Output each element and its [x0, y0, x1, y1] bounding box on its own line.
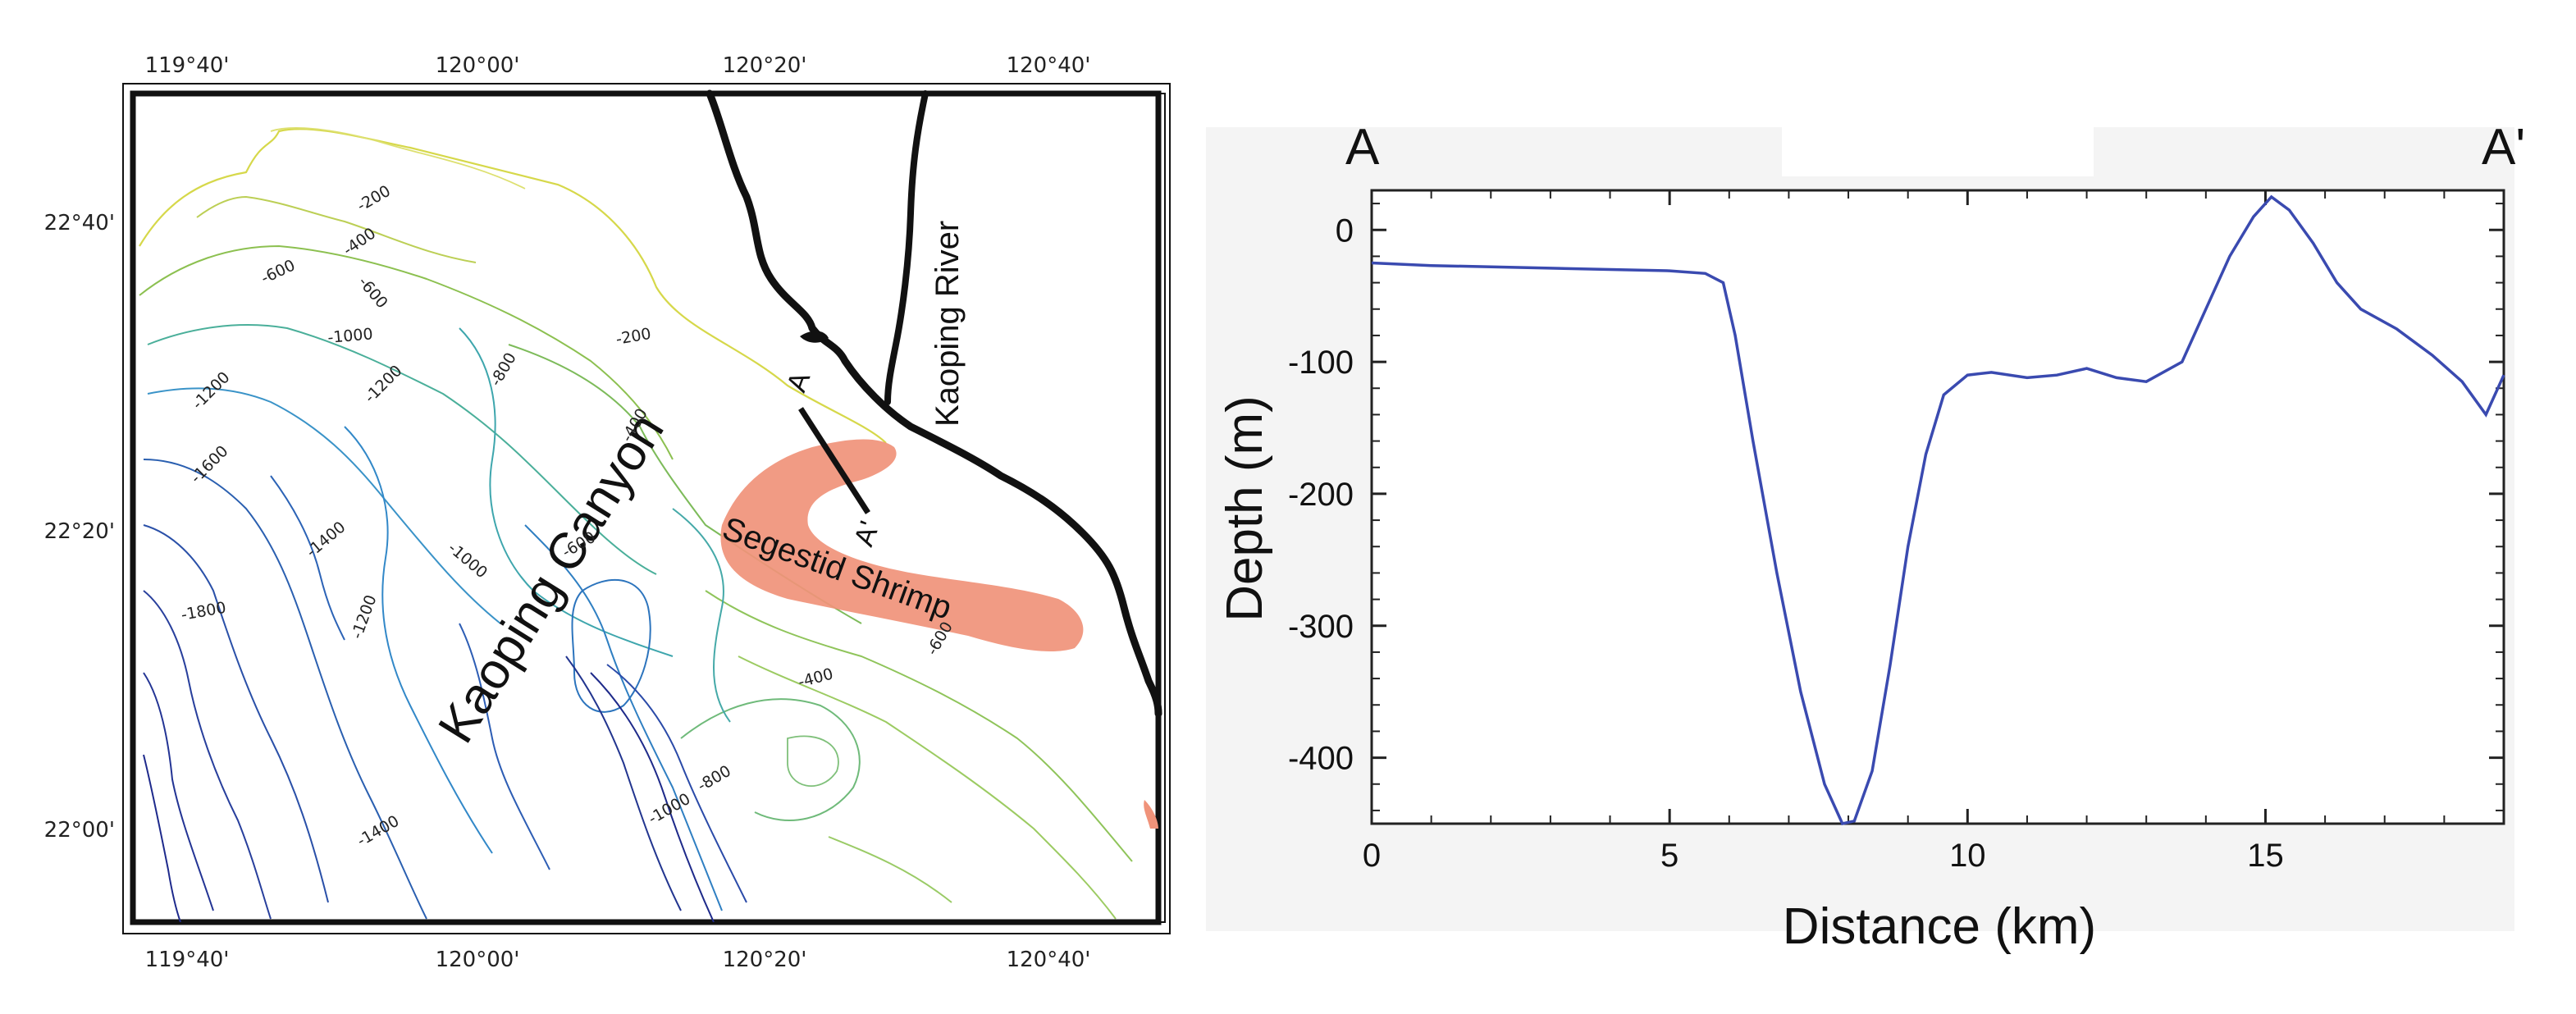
shrimp-habitat-area: [720, 439, 1084, 652]
y-axis-title: Depth (m): [1217, 395, 1273, 622]
contour-label: -1000: [327, 325, 374, 347]
lon-tick-bottom: 120°20': [723, 948, 807, 972]
lon-tick-bottom: 120°00': [436, 948, 520, 972]
transect-line: [798, 407, 870, 514]
depth-contours: [139, 127, 1133, 922]
lat-tick: 22°00': [44, 818, 115, 843]
y-tick-label: 0: [1336, 212, 1354, 249]
lat-tick: 22°40': [44, 211, 115, 235]
x-tick-label: 5: [1660, 838, 1679, 874]
x-tick-label: 15: [2247, 838, 2284, 874]
chart-ticks: 0 5 10 15 0 -100 -200 -300 -400: [1288, 190, 2505, 874]
depth-profile-line: [1371, 194, 2505, 826]
map-graticule-labels: 119°40' 120°00' 120°20' 120°40' 119°40' …: [44, 53, 1091, 972]
lon-tick-top: 119°40': [145, 53, 230, 78]
y-tick-label: -200: [1288, 477, 1354, 513]
y-tick-label: -100: [1288, 345, 1354, 381]
river-label: Kaoping River: [929, 221, 966, 427]
lon-tick-bottom: 120°40': [1007, 948, 1091, 972]
lon-tick-top: 120°20': [723, 53, 807, 78]
corner-label-a: A: [1345, 119, 1380, 176]
y-tick-label: -400: [1288, 741, 1354, 777]
x-axis-title: Distance (km): [1783, 898, 2096, 955]
bathymetric-map: Kaoping Canyon Kaoping River Segestid Sh…: [44, 53, 1171, 972]
y-tick-label: -300: [1288, 609, 1354, 645]
kaoping-river: [884, 90, 929, 405]
x-tick-label: 10: [1949, 838, 1986, 874]
lon-tick-bottom: 119°40': [145, 948, 230, 972]
x-tick-label: 0: [1363, 838, 1381, 874]
plot-area: [1370, 189, 2505, 825]
depth-profile-chart: 0 5 10 15 0 -100 -200 -300 -400 A A' Distance (k…: [1206, 119, 2525, 955]
corner-label-a-prime: A': [2482, 119, 2525, 176]
coastline: [706, 89, 1162, 718]
lon-tick-top: 120°00': [436, 53, 520, 78]
lat-tick: 22°20': [44, 519, 115, 544]
lon-tick-top: 120°40': [1007, 53, 1091, 78]
